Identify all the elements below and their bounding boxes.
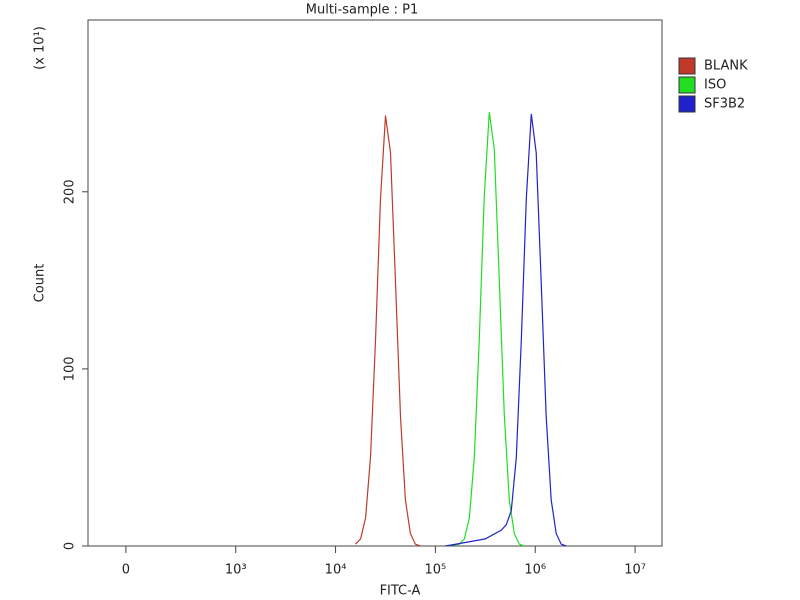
y-tick-label: 100 [63,356,78,381]
plot-frame [87,19,663,547]
legend-label: BLANK [704,59,748,74]
x-tick-label: 10⁴ [325,563,347,578]
legend-swatch [678,76,696,94]
x-axis-label: FITC-A [380,584,421,599]
x-tick-label: 10³ [225,563,247,578]
histogram-line [445,112,525,547]
histogram-line [354,115,421,547]
y-axis-label: Count [33,264,48,303]
x-tick-label: 10⁷ [624,563,646,578]
y-tick-label: 200 [63,179,78,204]
x-tick-label: 10⁵ [425,563,447,578]
histogram-line [445,113,567,547]
x-tick-label: 10⁶ [524,563,546,578]
x-tick-label: 0 [122,563,130,578]
legend-label: ISO [704,78,726,93]
y-multiplier: (x 10¹) [33,26,48,70]
legend-swatch [678,57,696,75]
legend-swatch [678,95,696,113]
chart-title: Multi-sample : P1 [306,3,419,18]
legend-label: SF3B2 [704,97,745,112]
y-tick-label: 0 [63,542,78,550]
